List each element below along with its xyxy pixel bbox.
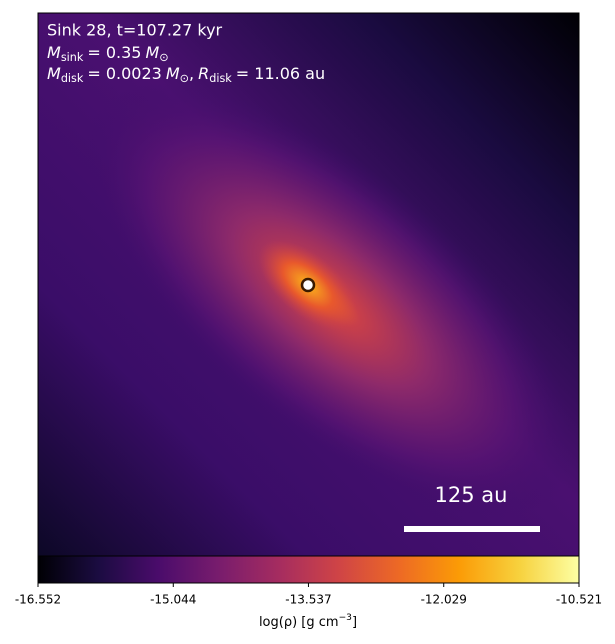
title: Sink 28, t=107.27 kyr: [47, 21, 223, 40]
text-part: M: [166, 64, 180, 83]
tick-label: -12.029: [421, 593, 467, 607]
text-part: ⊙: [159, 51, 168, 64]
annotation: Mdisk = 0.0023 M⊙, Rdisk = 11.06 au: [47, 64, 325, 85]
text-part: M: [47, 43, 61, 62]
text-part: R: [198, 64, 209, 83]
text-part: ,: [189, 64, 194, 83]
text-part: log(ρ) [g cm: [259, 615, 339, 630]
tick-label: -15.044: [150, 593, 196, 607]
sink-marker: [300, 277, 316, 293]
text-part: ⊙: [180, 72, 189, 85]
colorbar-label: log(ρ) [g cm−3]: [259, 612, 357, 629]
text-part: sink: [61, 51, 84, 64]
text-part: −3: [339, 612, 353, 622]
text-part: ]: [352, 615, 357, 630]
scale-bar-label: 125 au: [435, 483, 508, 507]
colorbar: [37, 555, 580, 584]
text-part: = 11.06 au: [236, 64, 325, 83]
text-part: M: [47, 64, 61, 83]
annotation: Msink = 0.35 M⊙: [47, 43, 169, 64]
text-part: disk: [61, 72, 84, 85]
scale-bar: [404, 526, 540, 532]
text-part: = 0.0023: [87, 64, 161, 83]
text-part: = 0.35: [87, 43, 141, 62]
text-part: disk: [209, 72, 232, 85]
density-map: [38, 13, 579, 556]
text-part: M: [145, 43, 159, 62]
tick-label: -13.537: [285, 593, 331, 607]
tick-label: -16.552: [15, 593, 61, 607]
tick-label: -10.521: [556, 593, 602, 607]
